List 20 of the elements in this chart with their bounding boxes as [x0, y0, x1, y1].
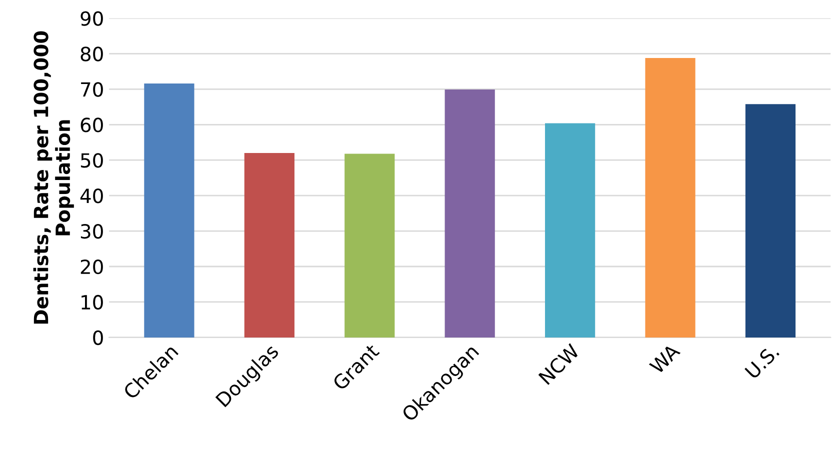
bar	[444, 90, 495, 338]
y-tick-label: 80	[80, 46, 103, 62]
y-tick-label: 30	[80, 224, 103, 239]
y-tick-label: 0	[93, 330, 103, 346]
y-tick-label: 70	[81, 82, 103, 97]
y-tick-label: 40	[80, 188, 103, 204]
y-tick-label: 10	[82, 294, 103, 310]
x-tick-label: WA	[648, 342, 681, 375]
bar	[144, 84, 194, 338]
bar	[645, 58, 696, 338]
bar	[745, 104, 796, 338]
x-tick-label: U.S.	[744, 344, 780, 380]
y-tick-label: 50	[80, 153, 103, 168]
y-tick-label: 60	[80, 118, 103, 132]
y-tick-label: 20	[80, 259, 103, 274]
bar	[545, 123, 596, 338]
y-tick-label: 90	[80, 11, 103, 26]
bar	[244, 153, 294, 338]
bar	[344, 154, 395, 338]
y-axis-title: Dentists, Rate per 100,000 Population	[33, 31, 74, 324]
